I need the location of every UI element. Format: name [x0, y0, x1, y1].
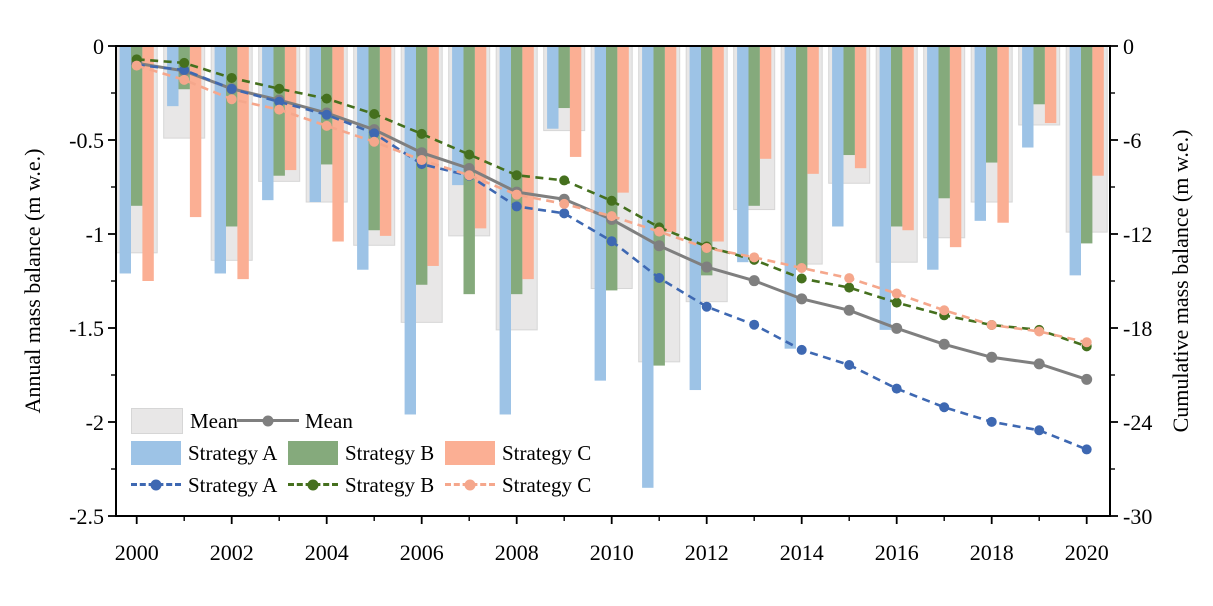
- cumulative-lines: [131, 54, 1093, 455]
- legend-row-lines: Strategy A Strategy B Strategy C: [131, 473, 602, 497]
- svg-text:2002: 2002: [210, 540, 254, 565]
- svg-text:2008: 2008: [495, 540, 539, 565]
- axis-ticks-labels: 2000 2002 2004 2006 2008 2010 2012 2014 2016 2018…: [69, 34, 1152, 565]
- svg-text:-2: -2: [86, 410, 104, 435]
- strategy-a-line-swatch: [131, 473, 181, 497]
- svg-text:2018: 2018: [970, 540, 1014, 565]
- svg-text:-18: -18: [1123, 316, 1152, 341]
- legend: Mean Mean Strategy A Strategy B Strategy…: [131, 408, 602, 505]
- strategy-b-bar-label: Strategy B: [345, 441, 435, 465]
- svg-text:2006: 2006: [400, 540, 444, 565]
- mean-bar-label: Mean: [190, 409, 238, 433]
- strategy-c-line-label: Strategy C: [502, 473, 592, 497]
- strategy-a-line-label: Strategy A: [188, 473, 278, 497]
- svg-text:2000: 2000: [115, 540, 159, 565]
- svg-text:-12: -12: [1123, 222, 1152, 247]
- svg-text:0: 0: [1123, 34, 1134, 59]
- svg-text:-30: -30: [1123, 504, 1152, 529]
- svg-text:2014: 2014: [780, 540, 824, 565]
- mean-line-label: Mean: [305, 409, 353, 433]
- svg-text:-0.5: -0.5: [69, 128, 104, 153]
- right-axis-title: Cumulative mass balance (m w.e.): [1168, 129, 1193, 433]
- svg-text:2012: 2012: [685, 540, 729, 565]
- svg-text:-1.5: -1.5: [69, 316, 104, 341]
- strategy-c-line-swatch: [445, 473, 495, 497]
- strategy-a-bar-label: Strategy A: [188, 441, 278, 465]
- mean-line-swatch: [237, 409, 299, 433]
- strategy-c-bar-label: Strategy C: [502, 441, 592, 465]
- svg-text:0: 0: [93, 34, 104, 59]
- svg-text:-6: -6: [1123, 128, 1141, 153]
- strategy-b-bar-swatch: [288, 441, 338, 465]
- legend-row-bars: Strategy A Strategy B Strategy C: [131, 441, 602, 465]
- svg-text:-1: -1: [86, 222, 104, 247]
- strategy-a-bar-swatch: [131, 441, 181, 465]
- legend-row-mean: Mean Mean: [131, 408, 602, 434]
- svg-text:-24: -24: [1123, 410, 1152, 435]
- svg-text:2016: 2016: [875, 540, 919, 565]
- svg-text:2010: 2010: [590, 540, 634, 565]
- svg-text:2020: 2020: [1065, 540, 1109, 565]
- mean-bar-swatch: [131, 408, 183, 434]
- strategy-b-line-swatch: [288, 473, 338, 497]
- strategy-c-bar-swatch: [445, 441, 495, 465]
- strategy-b-line-label: Strategy B: [345, 473, 435, 497]
- svg-text:-2.5: -2.5: [69, 504, 104, 529]
- left-axis-title: Annual mass balance (m w.e.): [20, 148, 45, 414]
- svg-text:2004: 2004: [305, 540, 349, 565]
